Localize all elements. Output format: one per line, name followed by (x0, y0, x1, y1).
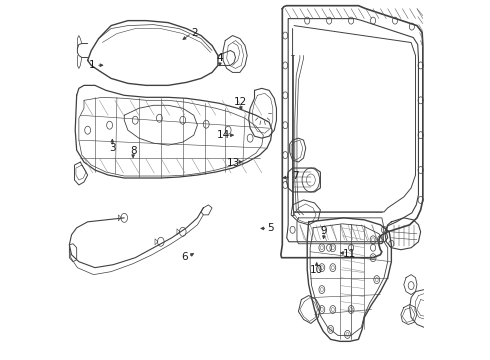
Text: 9: 9 (320, 226, 327, 236)
Text: 12: 12 (234, 97, 247, 107)
Text: 2: 2 (192, 28, 198, 38)
Text: 13: 13 (227, 158, 240, 168)
Text: 1: 1 (89, 60, 95, 70)
Text: 8: 8 (130, 145, 136, 156)
Text: 11: 11 (343, 248, 356, 258)
Text: 7: 7 (292, 171, 298, 181)
Text: 3: 3 (109, 143, 116, 153)
Text: 14: 14 (217, 130, 230, 140)
Text: 6: 6 (181, 252, 188, 262)
Text: 10: 10 (310, 265, 323, 275)
Text: 4: 4 (217, 53, 223, 63)
Text: 5: 5 (267, 224, 273, 233)
